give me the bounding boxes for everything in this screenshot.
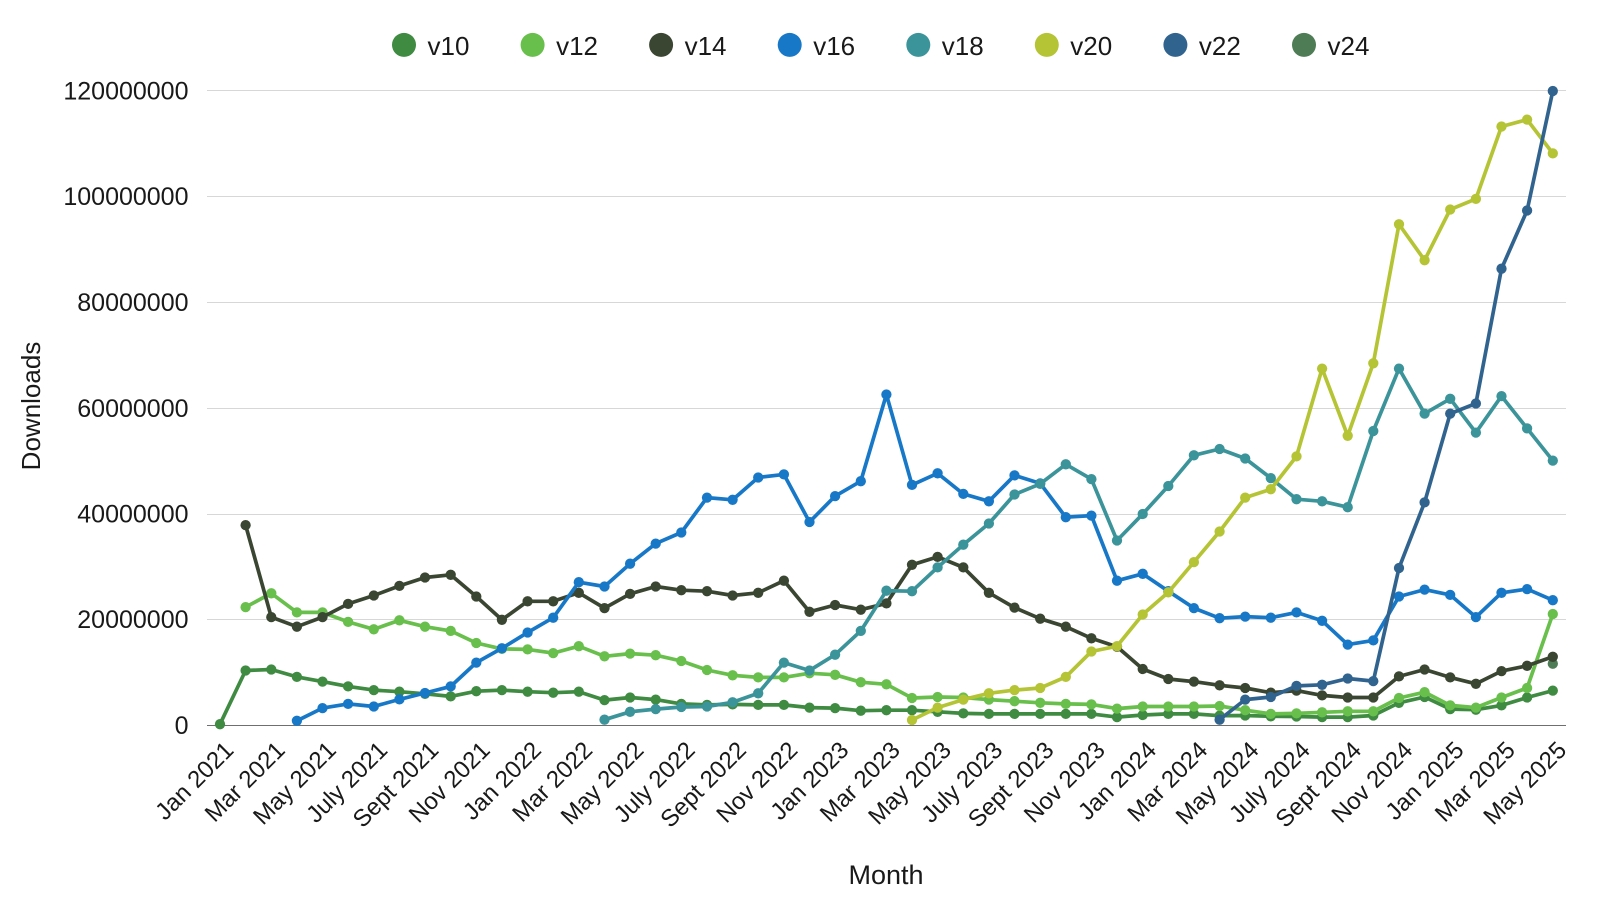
svg-text:v10: v10 (428, 31, 470, 61)
svg-text:v22: v22 (1199, 31, 1241, 61)
svg-text:Downloads: Downloads (16, 342, 46, 471)
svg-text:120000000: 120000000 (63, 78, 188, 106)
svg-text:v20: v20 (1070, 31, 1112, 61)
svg-text:v16: v16 (813, 31, 855, 61)
svg-text:80000000: 80000000 (77, 289, 188, 317)
svg-text:v24: v24 (1328, 31, 1370, 61)
svg-text:0: 0 (175, 712, 189, 740)
svg-text:40000000: 40000000 (77, 501, 188, 529)
svg-text:Month: Month (848, 860, 923, 890)
svg-text:20000000: 20000000 (77, 606, 188, 634)
svg-text:v18: v18 (942, 31, 984, 61)
svg-text:60000000: 60000000 (77, 395, 188, 423)
svg-text:100000000: 100000000 (63, 183, 188, 211)
svg-text:v14: v14 (685, 31, 727, 61)
svg-text:v12: v12 (556, 31, 598, 61)
